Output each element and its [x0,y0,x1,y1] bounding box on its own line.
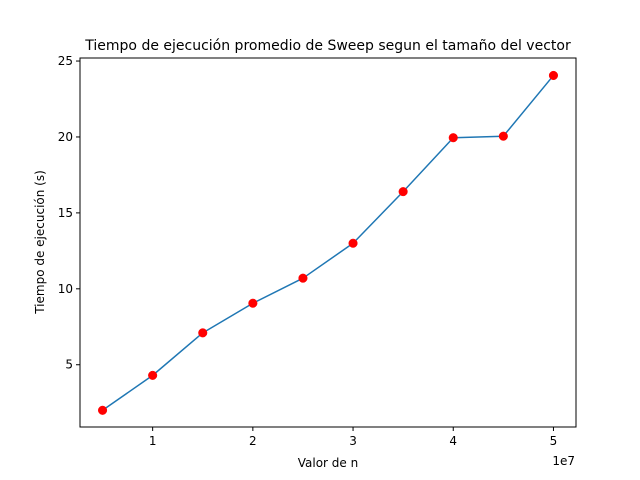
x-tick-label: 2 [249,434,257,448]
x-axis-label: Valor de n [298,456,358,470]
x-tick-label: 1 [149,434,157,448]
y-axis: 5 10 15 20 25 [58,54,80,372]
data-point [198,328,208,338]
x-tick-label: 5 [550,434,558,448]
x-axis-offset-label: 1e7 [552,454,575,468]
x-tick-label: 3 [349,434,357,448]
y-tick-label: 20 [58,130,73,144]
data-point [398,187,408,197]
chart-title: Tiempo de ejecución promedio de Sweep se… [84,38,571,54]
plot-area [79,57,577,428]
series-path [102,74,555,411]
data-point [298,273,308,283]
data-point [97,405,108,415]
x-tick-label: 4 [449,434,457,448]
data-point [498,131,508,141]
y-tick-label: 5 [65,358,73,372]
y-tick-label: 10 [58,282,73,296]
data-point [148,370,158,380]
x-axis: 1 2 3 4 5 [149,427,557,448]
plot-frame [79,57,577,428]
data-point [448,133,458,143]
data-point [348,238,358,248]
data-point [248,298,258,308]
y-tick-label: 15 [58,206,73,220]
y-tick-label: 25 [58,54,73,68]
data-point [548,70,559,81]
series-line [97,70,559,415]
y-axis-label: Tiempo de ejecución (s) [33,170,47,315]
